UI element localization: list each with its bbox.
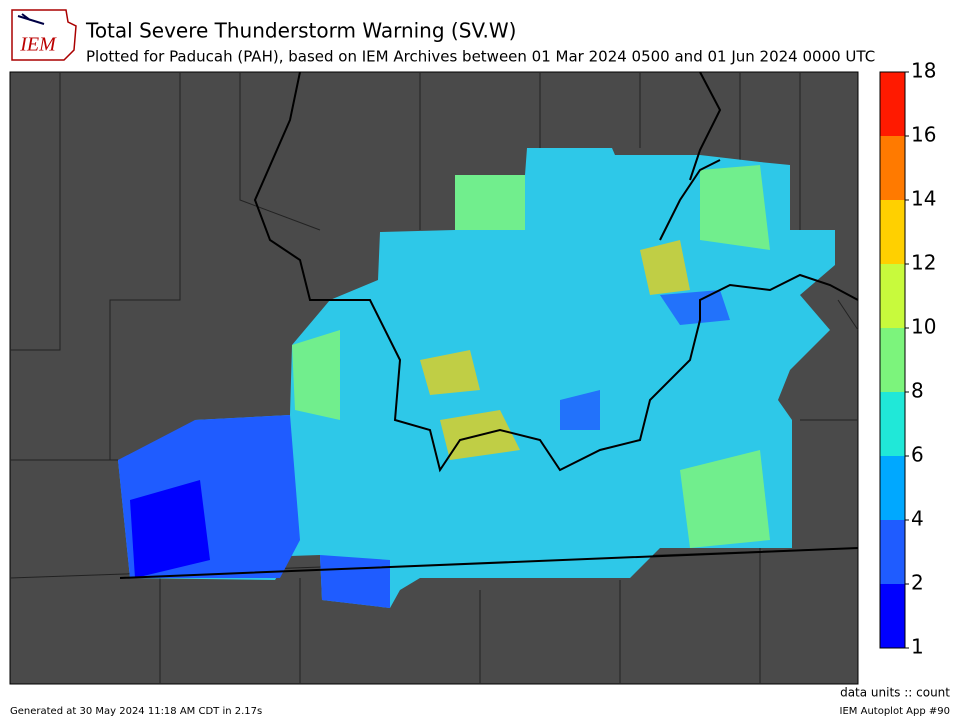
logo: IEM (11, 9, 77, 61)
colorbar-tick-label: 4 (911, 507, 924, 531)
units-label: data units :: count (840, 686, 950, 700)
colorbar-frame (879, 71, 906, 649)
colorbar-tick-label: 18 (911, 59, 936, 83)
colorbar-segment (880, 520, 905, 584)
logo-outline (11, 9, 77, 61)
colorbar-tick-label: 8 (911, 379, 924, 403)
subtitle: Plotted for Paducah (PAH), based on IEM … (86, 48, 875, 66)
state-borders (119, 71, 859, 579)
mid-count-area (292, 165, 770, 548)
colorbar-segment (880, 264, 905, 328)
colorbar-tick-label: 1 (911, 635, 924, 659)
logo-text: IEM (19, 34, 57, 56)
colorbar-tick-label: 12 (911, 251, 936, 275)
app-note: IEM Autoplot App #90 (840, 706, 950, 717)
logo-icon (17, 13, 45, 25)
colorbar-segment (880, 200, 905, 264)
colorbar-segment (880, 392, 905, 456)
colorbar-segment (880, 136, 905, 200)
colorbar-tick-label: 2 (911, 571, 924, 595)
colorbar-tick-label: 10 (911, 315, 936, 339)
colorbar-segment (880, 72, 905, 136)
colorbar-tick-label: 16 (911, 123, 936, 147)
title: Total Severe Thunderstorm Warning (SV.W) (85, 19, 516, 43)
generated-note: Generated at 30 May 2024 11:18 AM CDT in… (10, 706, 262, 717)
colorbar-segment (880, 328, 905, 392)
map (9, 71, 859, 685)
colorbar-segment (880, 456, 905, 520)
colorbar-tick-label: 14 (911, 187, 936, 211)
colorbar-segment (880, 584, 905, 648)
lowest-count-area (130, 480, 210, 578)
low-count-area (320, 555, 390, 608)
colorbar-tick-label: 6 (911, 443, 924, 467)
low-count-area (560, 290, 730, 430)
high-count-area (420, 240, 690, 460)
